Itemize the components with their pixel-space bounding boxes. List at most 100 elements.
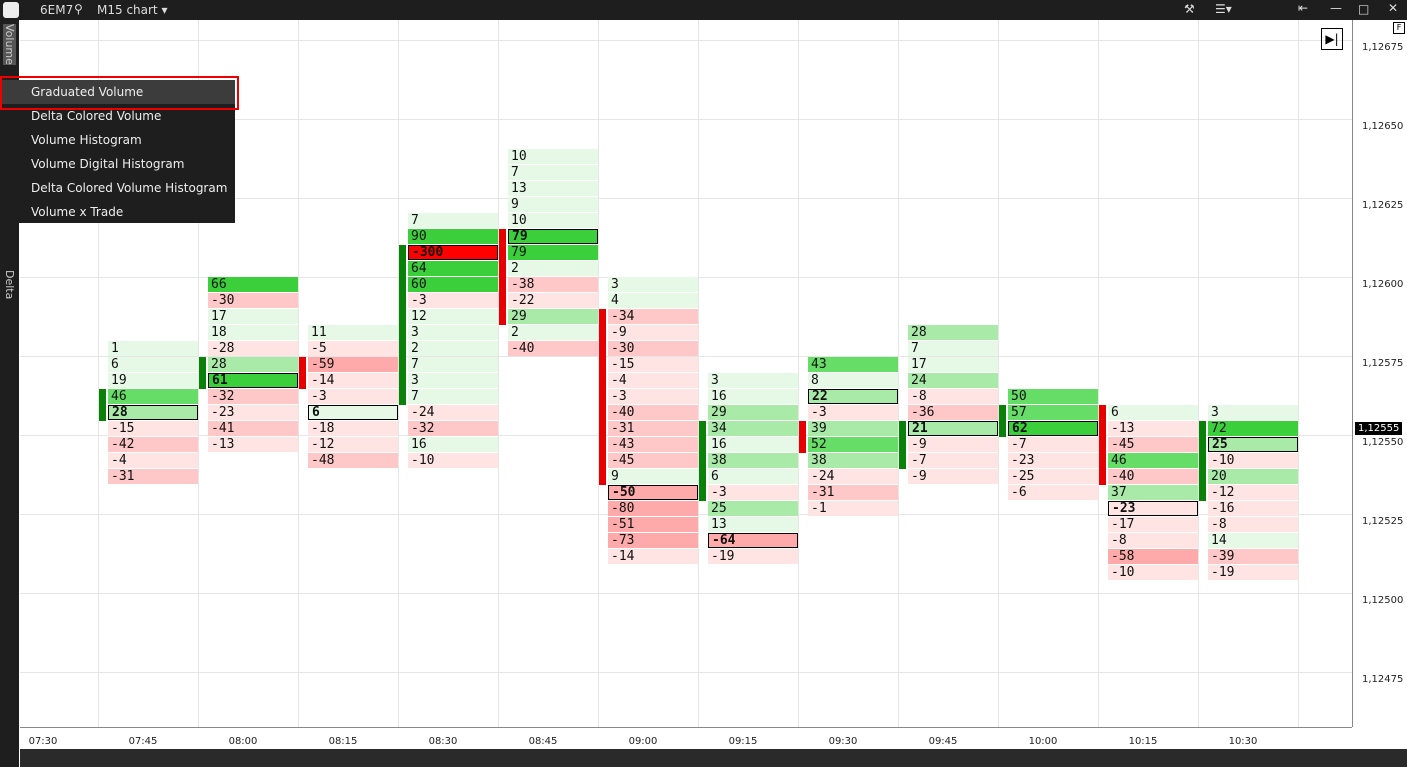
volume-cell: -36 [908,405,998,420]
volume-cell: -64 [708,533,798,548]
candle [899,421,906,469]
volume-cell: -58 [1108,549,1198,564]
menu-item[interactable]: Volume Histogram [31,133,142,147]
volume-cell: -40 [508,341,598,356]
f-button[interactable]: F [1393,22,1405,34]
grid-line [298,20,299,727]
price-label: 1,12650 [1362,121,1404,132]
volume-cell: -31 [808,485,898,500]
volume-cell: 11 [308,325,398,340]
volume-cell: -10 [1208,453,1298,468]
volume-cell: -24 [408,405,498,420]
volume-cell: -59 [308,357,398,372]
volume-cell: 20 [1208,469,1298,484]
volume-cell: 19 [108,373,198,388]
grid-line [398,20,399,727]
volume-cell: -3 [808,405,898,420]
volume-cell: -300 [408,245,498,260]
volume-cell: 17 [208,309,298,324]
grid-line [20,593,1352,594]
volume-cell: 2 [508,261,598,276]
scroll-end[interactable]: ▶| [1321,28,1343,50]
volume-cell: -43 [608,437,698,452]
grid-line [998,20,999,727]
scrollbar[interactable] [20,749,1407,767]
volume-cell: -30 [608,341,698,356]
volume-cell: -39 [1208,549,1298,564]
close[interactable]: ✕ [1388,1,1399,15]
volume-cell: 28 [908,325,998,340]
grid-line [1098,20,1099,727]
volume-cell: -1 [808,501,898,516]
menu-item[interactable]: Graduated Volume [0,80,235,104]
candle [999,405,1006,437]
volume-cell: -15 [608,357,698,372]
candle [99,389,106,421]
volume-menu: Graduated Volume Delta Colored Volume Volu… [0,80,235,223]
volume-cell: -8 [908,389,998,404]
volume-cell: -32 [208,389,298,404]
volume-tab[interactable]: Volume [3,24,16,65]
candle [199,357,206,389]
volume-cell: 16 [708,389,798,404]
volume-cell: 12 [408,309,498,324]
volume-cell: -14 [308,373,398,388]
timeframe[interactable]: M15 chart ▾ [97,3,168,17]
volume-cell: -3 [608,389,698,404]
grid-line [498,20,499,727]
candle [1099,405,1106,485]
volume-cell: 50 [1008,389,1098,404]
volume-cell: 8 [808,373,898,388]
volume-cell: -4 [108,453,198,468]
volume-cell: 17 [908,357,998,372]
volume-cell: 3 [608,277,698,292]
menu-item[interactable]: Volume x Trade [31,205,124,219]
search-icon[interactable]: ⚲ [74,2,83,16]
symbol[interactable]: 6EM7 [40,3,74,17]
volume-cell: -30 [208,293,298,308]
volume-cell: 3 [408,325,498,340]
time-label: 10:30 [1228,736,1258,747]
volume-cell: 3 [1208,405,1298,420]
price-axis: F 1,12675 1,12650 1,12625 1,12600 1,12575 1,1… [1352,20,1407,727]
price-label: 1,12500 [1362,595,1404,606]
volume-cell: 16 [408,437,498,452]
volume-cell: -18 [308,421,398,436]
maximize[interactable]: □ [1358,2,1370,16]
menu-item[interactable]: Delta Colored Volume Histogram [31,181,228,195]
volume-cell: 7 [408,357,498,372]
volume-cell: -16 [1208,501,1298,516]
list-icon[interactable]: ☰▾ [1215,2,1232,16]
menu-item[interactable]: Delta Colored Volume [31,109,162,123]
volume-cell: 7 [508,165,598,180]
menu-item[interactable]: Volume Digital Histogram [31,157,185,171]
volume-cell: -12 [308,437,398,452]
grid-line [1298,20,1299,727]
volume-cell: 29 [508,309,598,324]
minimize[interactable]: — [1330,1,1342,15]
volume-cell: -28 [208,341,298,356]
grid-line [898,20,899,727]
grid-line [798,20,799,727]
logo[interactable] [3,2,19,18]
pin-icon[interactable]: ⇤ [1298,1,1309,15]
timeframe-label: M15 chart [97,3,158,17]
price-label: 1,12600 [1362,279,1404,290]
candle [299,357,306,389]
volume-cell: 10 [508,213,598,228]
volume-cell: 79 [508,229,598,244]
volume-cell: -8 [1208,517,1298,532]
volume-cell: 7 [908,341,998,356]
volume-cell: -12 [1208,485,1298,500]
volume-cell: 64 [408,261,498,276]
price-label: 1,12625 [1362,200,1404,211]
delta-tab[interactable]: Delta [3,270,16,300]
volume-cell: 34 [708,421,798,436]
candle [699,421,706,501]
volume-cell: 14 [1208,533,1298,548]
price-label: 1,12475 [1362,674,1404,685]
volume-cell: -9 [608,325,698,340]
candle [799,421,806,453]
tools-icon[interactable]: ⚒ [1184,2,1195,16]
volume-cell: -4 [608,373,698,388]
